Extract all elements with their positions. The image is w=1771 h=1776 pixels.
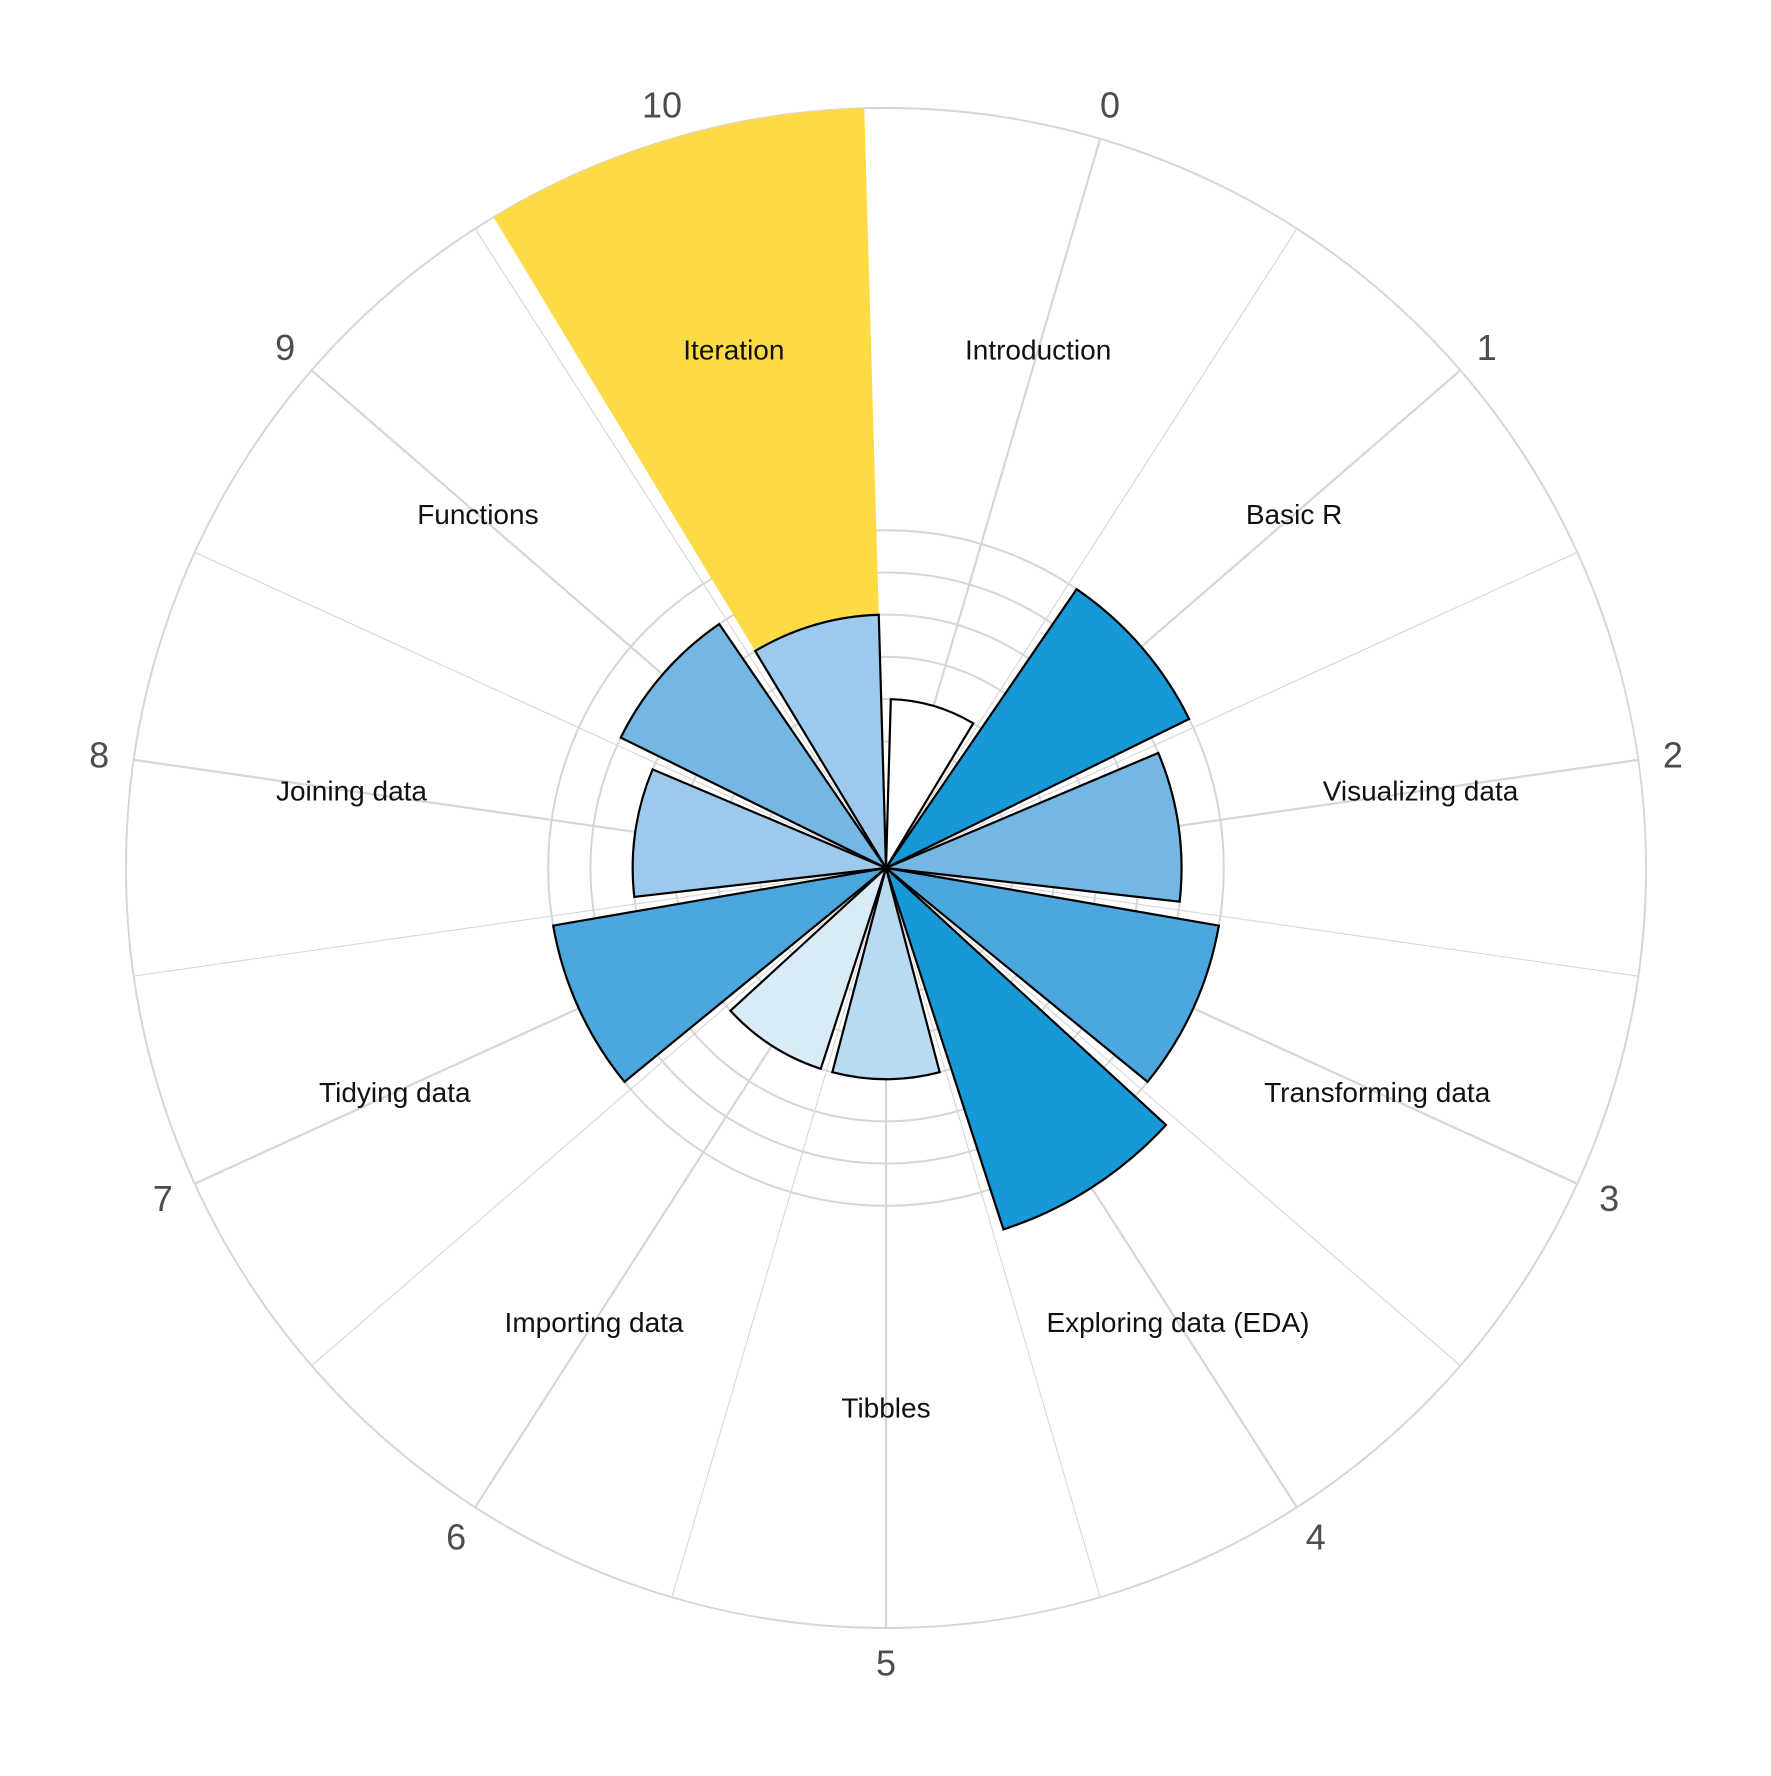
category-label: Joining data [276, 776, 427, 807]
bar-wedge [884, 698, 975, 873]
category-label: Exploring data (EDA) [1046, 1307, 1309, 1338]
theta-tick-label: 8 [89, 734, 109, 775]
minor-spoke [133, 867, 887, 977]
bar-wedge [728, 864, 889, 1071]
minor-spoke [194, 551, 887, 869]
bar-wedge [830, 863, 942, 1081]
bar-wedge [619, 622, 890, 871]
bar-layer [551, 587, 1221, 1231]
category-label: Tibbles [841, 1393, 930, 1424]
category-label: Visualizing data [1323, 776, 1519, 807]
bar-wedge [882, 587, 1191, 871]
category-label: Transforming data [1264, 1077, 1491, 1108]
bar-wedge [881, 751, 1183, 903]
theta-tick-label: 9 [275, 327, 295, 368]
theta-tick-label: 2 [1663, 734, 1683, 775]
tick-layer: 0 1 2 3 4 5 6 7 8 9 10 [89, 85, 1683, 1684]
theta-tick-label: 4 [1306, 1516, 1326, 1557]
minor-spoke [885, 867, 1101, 1598]
bar-wedge [753, 613, 888, 873]
minor-spoke [885, 867, 1639, 977]
minor-spoke [885, 551, 1578, 869]
category-label: Importing data [505, 1307, 684, 1338]
category-label: Basic R [1246, 499, 1342, 530]
category-label: Introduction [965, 334, 1111, 365]
bar-wedge [551, 866, 890, 1084]
bar-wedge [883, 864, 1168, 1231]
theta-tick-label: 7 [153, 1178, 173, 1219]
theta-tick-label: 3 [1599, 1178, 1619, 1219]
theta-tick-label: 6 [446, 1516, 466, 1557]
minor-spoke [885, 867, 1461, 1367]
minor-spoke [311, 867, 887, 1367]
category-label: Iteration [683, 334, 784, 365]
theta-tick-label: 10 [642, 85, 682, 126]
category-label: Functions [417, 499, 538, 530]
theta-tick-label: 5 [876, 1643, 896, 1684]
theta-tick-label: 1 [1477, 327, 1497, 368]
bar-wedge [631, 767, 891, 899]
theta-tick-label: 0 [1100, 85, 1120, 126]
minor-spoke [671, 867, 887, 1598]
label-layer: Introduction Basic R Visualizing data Trans… [276, 334, 1519, 1423]
minor-spoke [885, 228, 1298, 869]
minor-spoke [474, 228, 887, 869]
bar-wedge [882, 866, 1221, 1084]
category-label: Tidying data [319, 1077, 471, 1108]
